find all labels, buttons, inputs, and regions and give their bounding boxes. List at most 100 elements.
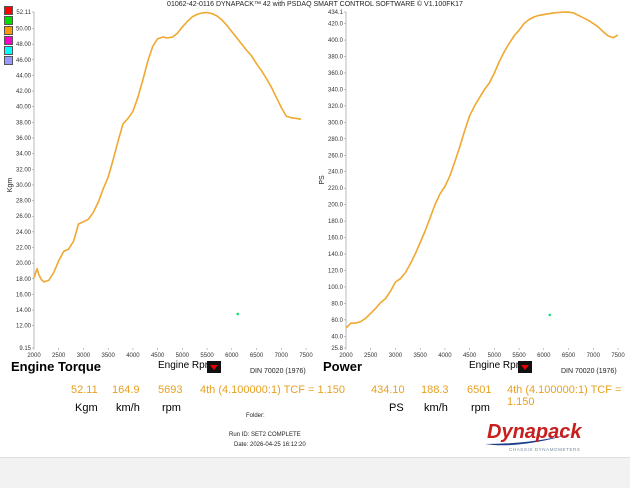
torque-din-standard: DIN 70020 (1976) bbox=[250, 368, 306, 375]
power-x-tick-label: 2000 bbox=[339, 353, 353, 359]
dynapack-logo: Dynapack CHASSIS DYNAMOMETERS bbox=[485, 421, 591, 452]
torque-y-tick-label: 14.00 bbox=[16, 308, 32, 314]
power-x-tick-label: 3000 bbox=[389, 353, 403, 359]
power-x-tick-label: 5500 bbox=[512, 353, 526, 359]
power-y-tick-label: 80.0 bbox=[331, 301, 343, 307]
logo-subtext: CHASSIS DYNAMOMETERS bbox=[509, 447, 581, 452]
power-y-tick-label: 100.0 bbox=[328, 285, 344, 291]
legend-color-swatch bbox=[4, 36, 13, 45]
power-x-tick-label: 4500 bbox=[463, 353, 477, 359]
power-panel-title: Power bbox=[323, 359, 363, 374]
power-y-tick-label: 40.0 bbox=[331, 334, 343, 340]
torque-cursor-marker bbox=[236, 312, 240, 316]
power-readout-speed: 188.3 bbox=[421, 384, 449, 396]
torque-y-tick-label: 24.00 bbox=[16, 230, 32, 236]
torque-y-tick-label: 26.00 bbox=[16, 214, 32, 220]
torque-y-tick-label: 16.00 bbox=[16, 292, 32, 298]
footer-run-id: Run ID: SET2 COMPLETE bbox=[229, 432, 301, 438]
torque-y-tick-label: 36.00 bbox=[16, 136, 32, 142]
torque-x-tick-label: 3500 bbox=[102, 353, 116, 359]
torque-x-axis-label: Engine Rpm bbox=[158, 360, 214, 371]
footer-date: Date: 2026-04-25 16:12:20 bbox=[234, 442, 306, 448]
torque-y-tick-label: 40.00 bbox=[16, 105, 32, 111]
torque-x-tick-label: 5500 bbox=[200, 353, 214, 359]
power-y-tick-label: 420.0 bbox=[328, 22, 344, 28]
header-title: 01062-42-0116 DYNAPACK™ 42 with PSDAQ SM… bbox=[167, 1, 463, 8]
torque-y-tick-label: 30.00 bbox=[16, 183, 32, 189]
power-readout-gear: 4th (4.100000:1) TCF = 1.150 bbox=[507, 384, 622, 408]
torque-x-tick-label: 7000 bbox=[275, 353, 289, 359]
power-x-tick-label: 6500 bbox=[562, 353, 576, 359]
torque-x-tick-label: 7500 bbox=[299, 353, 313, 359]
power-y-tick-label: 140.0 bbox=[328, 252, 344, 258]
torque-y-tick-label: 38.00 bbox=[16, 120, 32, 126]
torque-x-tick-label: 4000 bbox=[126, 353, 140, 359]
torque-x-tick-label: 4500 bbox=[151, 353, 165, 359]
torque-y-tick-label: 22.00 bbox=[16, 245, 32, 251]
power-rpm-dropdown[interactable] bbox=[518, 361, 532, 373]
power-y-tick-label: 180.0 bbox=[328, 219, 344, 225]
power-y-tick-label: 340.0 bbox=[328, 87, 344, 93]
power-x-tick-label: 2500 bbox=[364, 353, 378, 359]
power-y-axis-label: PS bbox=[319, 175, 326, 185]
power-y-tick-label: 360.0 bbox=[328, 71, 344, 77]
power-readout-value: 434.10 bbox=[371, 384, 405, 396]
power-y-tick-label: 200.0 bbox=[328, 203, 344, 209]
power-x-tick-label: 7500 bbox=[611, 353, 625, 359]
power-y-tick-label: 280.0 bbox=[328, 137, 344, 143]
power-chart: 434.1 420.0 400.0 380.0 360.0 340.0 320.0 300.0… bbox=[328, 10, 625, 359]
torque-unit-kgm: Kgm bbox=[75, 402, 98, 414]
power-y-tick-label: 400.0 bbox=[328, 38, 344, 44]
legend-color-swatch bbox=[4, 6, 13, 15]
power-y-tick-label: 160.0 bbox=[328, 236, 344, 242]
power-y-tick-label: 380.0 bbox=[328, 55, 344, 61]
torque-x-tick-label: 2000 bbox=[27, 353, 41, 359]
power-y-tick-label: 220.0 bbox=[328, 186, 344, 192]
power-x-tick-label: 3500 bbox=[414, 353, 428, 359]
power-curve bbox=[345, 11, 619, 329]
torque-unit-rpm: rpm bbox=[162, 402, 181, 414]
power-x-axis-label: Engine Rpm bbox=[469, 360, 525, 371]
power-y-tick-label: 300.0 bbox=[328, 120, 344, 126]
legend-color-swatch bbox=[4, 26, 13, 35]
torque-x-tick-label: 6000 bbox=[225, 353, 239, 359]
torque-y-tick-label: 32.00 bbox=[16, 167, 32, 173]
torque-y-tick-label: 34.00 bbox=[16, 152, 32, 158]
torque-readout-gear: 4th (4.100000:1) TCF = 1.150 bbox=[200, 384, 346, 396]
power-y-tick-label: 60.0 bbox=[331, 318, 343, 324]
logo-text: Dynapack bbox=[487, 421, 582, 443]
torque-x-tick-label: 6500 bbox=[250, 353, 264, 359]
torque-unit-speed: km/h bbox=[116, 402, 140, 414]
torque-x-tick-label: 3000 bbox=[77, 353, 91, 359]
bottom-bar bbox=[0, 457, 630, 488]
torque-y-tick-label: 9.15 bbox=[19, 346, 31, 352]
torque-y-tick-label: 44.00 bbox=[16, 73, 32, 79]
power-y-tick-label: 434.1 bbox=[328, 10, 344, 16]
torque-y-tick-label: 50.00 bbox=[16, 27, 32, 33]
power-x-tick-label: 7000 bbox=[587, 353, 601, 359]
torque-x-tick-label: 2500 bbox=[52, 353, 66, 359]
torque-y-tick-label: 46.00 bbox=[16, 58, 32, 64]
torque-y-tick-label: 12.00 bbox=[16, 324, 32, 330]
power-y-tick-label: 320.0 bbox=[328, 104, 344, 110]
torque-y-tick-label: 48.00 bbox=[16, 42, 32, 48]
torque-readout-speed: 164.9 bbox=[112, 384, 140, 396]
power-unit-speed: km/h bbox=[424, 402, 448, 414]
torque-y-tick-label: 42.00 bbox=[16, 89, 32, 95]
power-x-tick-label: 5000 bbox=[488, 353, 502, 359]
torque-rpm-dropdown[interactable] bbox=[207, 361, 221, 373]
torque-x-tick-label: 5000 bbox=[176, 353, 190, 359]
power-cursor-marker bbox=[548, 313, 552, 317]
torque-chart: 52.11 50.00 48.00 46.00 44.00 42.00 40.00 38.00… bbox=[16, 10, 313, 359]
footer-folder: Folder: bbox=[246, 413, 265, 419]
legend-color-swatch bbox=[4, 56, 13, 65]
power-unit-ps: PS bbox=[389, 402, 404, 414]
legend-color-swatch bbox=[4, 16, 13, 25]
torque-y-tick-label: 18.00 bbox=[16, 277, 32, 283]
torque-y-tick-label: 52.11 bbox=[16, 10, 31, 16]
power-x-tick-label: 4000 bbox=[438, 353, 452, 359]
power-din-standard: DIN 70020 (1976) bbox=[561, 368, 617, 375]
power-y-tick-label: 120.0 bbox=[328, 268, 344, 274]
power-x-tick-label: 6000 bbox=[537, 353, 551, 359]
